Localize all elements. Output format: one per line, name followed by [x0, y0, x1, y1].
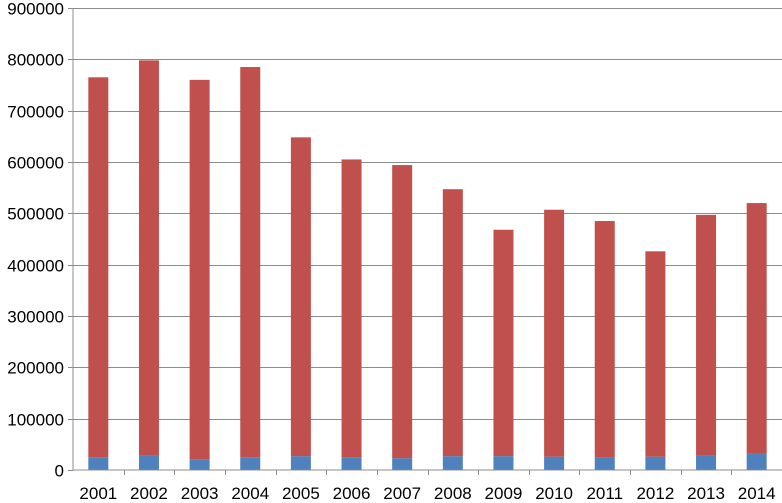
bar-segment-series-2-2005 — [290, 137, 311, 457]
bar-segment-series-2-2001 — [88, 77, 109, 458]
x-tick-label-2009: 2009 — [485, 484, 523, 503]
bar-segment-series-2-2012 — [645, 251, 666, 457]
y-tick-labels: 0 100000 200000 300000 400000 500000 600000 700… — [7, 0, 64, 481]
y-tick-label: 300000 — [7, 308, 64, 327]
y-tick-label: 900000 — [7, 0, 64, 19]
y-tick-label: 400000 — [7, 257, 64, 276]
y-tick-label: 700000 — [7, 103, 64, 122]
bar-segment-series-1-2005 — [290, 456, 311, 470]
bar-segment-series-2-2009 — [493, 229, 514, 457]
bar-segment-series-2-2010 — [544, 209, 565, 457]
bar-segment-series-1-2007 — [392, 458, 413, 470]
bar-segment-series-1-2004 — [240, 457, 261, 470]
bar-segment-series-1-2014 — [746, 453, 767, 470]
x-tick-label-2011: 2011 — [586, 484, 623, 503]
x-tick-label-2004: 2004 — [231, 484, 269, 503]
x-tick-label-2006: 2006 — [333, 484, 371, 503]
bar-segment-series-2-2008 — [442, 189, 463, 457]
x-tick-label-2008: 2008 — [434, 484, 472, 503]
gridlines — [68, 8, 782, 471]
bar-segment-series-2-2003 — [189, 79, 210, 460]
bar-segment-series-2-2011 — [594, 221, 615, 458]
bar-segment-series-2-2007 — [392, 165, 413, 459]
x-tick-label-2014: 2014 — [738, 484, 776, 503]
y-tick-label: 500000 — [7, 205, 64, 224]
bar-segment-series-1-2008 — [442, 456, 463, 470]
y-tick-label: 600000 — [7, 154, 64, 173]
y-tick-label: 100000 — [7, 411, 64, 430]
x-tick-label-2013: 2013 — [687, 484, 725, 503]
bar-segment-series-1-2002 — [138, 455, 159, 470]
x-tick-label-2003: 2003 — [181, 484, 219, 503]
bar-segment-series-1-2012 — [645, 456, 666, 470]
bar-segment-series-1-2009 — [493, 456, 514, 470]
bar-segment-series-1-2001 — [88, 457, 109, 470]
bar-segment-series-2-2004 — [240, 67, 261, 458]
bar-segment-series-2-2006 — [341, 159, 362, 458]
bar-segment-series-1-2010 — [544, 456, 565, 470]
bar-segment-series-2-2014 — [746, 203, 767, 454]
axes — [72, 8, 782, 471]
y-tick-label: 800000 — [7, 51, 64, 70]
bar-segment-series-1-2011 — [594, 457, 615, 470]
x-tick-label-2002: 2002 — [130, 484, 168, 503]
bar-segment-series-1-2003 — [189, 459, 210, 470]
bar-segment-series-1-2006 — [341, 457, 362, 470]
x-tick-label-2010: 2010 — [535, 484, 573, 503]
x-tick-labels: 2001 2002 2003 2004 2005 2006 2007 2008 2009 2010… — [79, 484, 775, 503]
x-tick-label-2001: 2001 — [79, 484, 117, 503]
x-tick-label-2005: 2005 — [282, 484, 320, 503]
bar-segment-series-1-2013 — [696, 455, 717, 470]
bars — [88, 60, 767, 475]
y-tick-label: 0 — [55, 462, 64, 481]
x-tick-label-2007: 2007 — [383, 484, 421, 503]
bar-segment-series-2-2013 — [696, 214, 717, 456]
y-tick-label: 200000 — [7, 359, 64, 378]
bar-segment-series-2-2002 — [138, 60, 159, 456]
x-tick-label-2012: 2012 — [636, 484, 674, 503]
